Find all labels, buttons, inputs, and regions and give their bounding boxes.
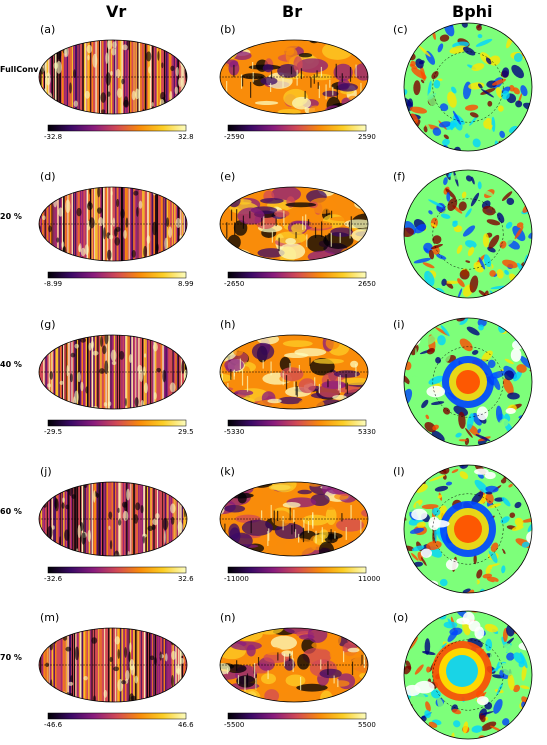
bphi-polar-map-3 [403,464,533,594]
row-label-0: FullConv [0,65,39,74]
br-map-1 [219,186,369,262]
vr-colorbar-max-0: 32.8 [178,133,194,141]
row-label-3: 60 % [0,507,22,516]
column-header-vr: Vr [106,2,127,21]
panel-tag-3-2: (l) [393,465,405,478]
br-map-3 [219,481,369,557]
vr-colorbar-4 [47,712,187,720]
br-colorbar-min-3: -11000 [224,575,249,583]
vr-colorbar-0 [47,124,187,132]
bphi-polar-map-2 [403,317,533,447]
vr-map-3 [38,481,188,557]
vr-map-1 [38,186,188,262]
vr-colorbar-max-3: 32.6 [178,575,194,583]
column-header-br: Br [282,2,303,21]
panel-tag-2-0: (g) [40,318,56,331]
vr-colorbar-min-0: -32.8 [44,133,63,141]
bphi-polar-map-1 [403,169,533,299]
panel-tag-0-0: (a) [40,23,56,36]
vr-colorbar-1 [47,271,187,279]
panel-tag-4-2: (o) [393,611,409,624]
br-colorbar-min-4: -5500 [224,721,245,729]
vr-colorbar-2 [47,419,187,427]
vr-map-2 [38,334,188,410]
br-colorbar-0 [227,124,367,132]
panel-tag-0-2: (c) [393,23,408,36]
row-label-1: 20 % [0,212,22,221]
vr-colorbar-max-1: 8.99 [178,280,194,288]
bphi-polar-map-0 [403,22,533,152]
panel-tag-1-1: (e) [220,170,236,183]
vr-colorbar-min-4: -46.6 [44,721,63,729]
br-colorbar-4 [227,712,367,720]
row-label-4: 70 % [0,653,22,662]
panel-tag-2-1: (h) [220,318,236,331]
vr-colorbar-min-3: -32.6 [44,575,63,583]
vr-colorbar-min-1: -8.99 [44,280,63,288]
vr-colorbar-max-2: 29.5 [178,428,194,436]
br-colorbar-min-0: -2590 [224,133,245,141]
panel-tag-2-2: (i) [393,318,405,331]
bphi-polar-map-4 [403,610,533,740]
br-map-2 [219,334,369,410]
vr-colorbar-min-2: -29.5 [44,428,63,436]
br-colorbar-max-4: 5500 [358,721,376,729]
br-colorbar-max-0: 2590 [358,133,376,141]
row-label-2: 40 % [0,360,22,369]
panel-tag-0-1: (b) [220,23,236,36]
br-colorbar-2 [227,419,367,427]
br-colorbar-max-2: 5330 [358,428,376,436]
br-colorbar-max-3: 11000 [358,575,381,583]
column-header-bphi: Bphi [452,2,493,21]
panel-tag-4-1: (n) [220,611,236,624]
panel-tag-3-0: (j) [40,465,52,478]
br-colorbar-min-2: -5330 [224,428,245,436]
br-colorbar-max-1: 2650 [358,280,376,288]
br-colorbar-1 [227,271,367,279]
br-map-0 [219,39,369,115]
vr-colorbar-max-4: 46.6 [178,721,194,729]
panel-tag-4-0: (m) [40,611,60,624]
vr-map-4 [38,627,188,703]
br-colorbar-min-1: -2650 [224,280,245,288]
vr-colorbar-3 [47,566,187,574]
panel-tag-1-0: (d) [40,170,56,183]
panel-tag-1-2: (f) [393,170,406,183]
panel-tag-3-1: (k) [220,465,235,478]
br-colorbar-3 [227,566,367,574]
br-map-4 [219,627,369,703]
vr-map-0 [38,39,188,115]
